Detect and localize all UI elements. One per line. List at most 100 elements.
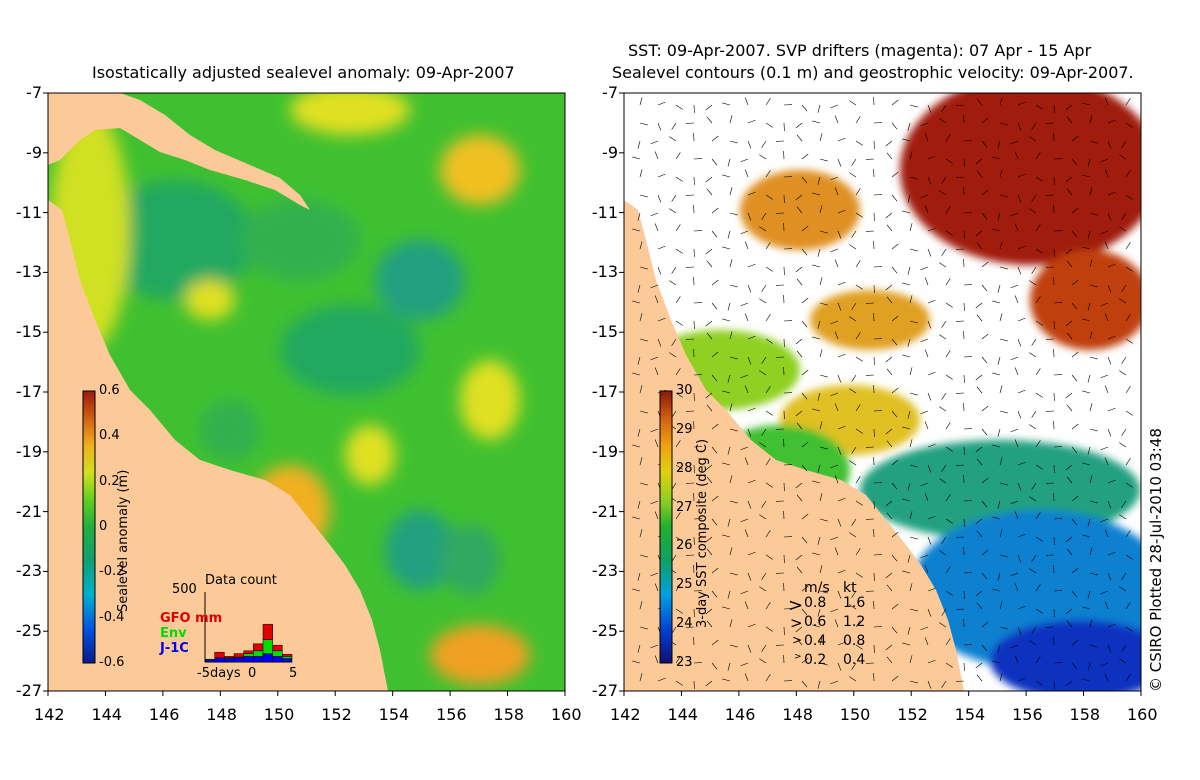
velocity-vector [849,604,857,610]
velocity-vector [1100,446,1109,451]
velocity-vector [1071,662,1078,670]
velocity-key-kt: 1.6 [843,595,866,611]
velocity-vector [1087,590,1091,599]
velocity-vector [1017,461,1026,466]
velocity-vector [727,446,731,455]
data-count-legend-gfo: GFO mm [160,611,223,626]
velocity-vector [851,302,857,310]
velocity-vector [1100,230,1109,235]
velocity-vector [639,338,648,342]
velocity-vector [747,356,752,365]
velocity-vector [1082,678,1091,682]
velocity-vector [765,194,773,200]
velocity-vector [909,608,918,612]
velocity-vector [999,626,1008,630]
velocity-vector [657,317,666,322]
velocity-vector [855,212,863,218]
velocity-vector [765,266,773,272]
velocity-vector [1087,374,1091,383]
velocity-vector [1014,151,1019,160]
velocity-vector [1107,140,1112,149]
velocity-vector [801,369,809,376]
velocity-vector [999,457,1003,466]
velocity-vector [1089,475,1093,484]
velocity-vector [1035,584,1041,592]
velocity-vector [1017,482,1022,491]
velocity-vector [999,673,1003,682]
velocity-vector [795,266,803,273]
velocity-vector [1107,356,1112,365]
velocity-vector [1071,639,1079,646]
velocity-vector [765,410,773,416]
velocity-vector [999,122,1008,126]
velocity-vector [855,404,861,412]
velocity-vector [849,676,857,682]
left-colorbar-label: Sealevel anomaly (m) [116,469,131,612]
velocity-vector [1017,194,1022,203]
velocity-vector [705,248,713,255]
velocity-vector [849,244,857,250]
velocity-vector [1065,392,1073,399]
velocity-vector [837,446,842,455]
velocity-vector [675,608,683,614]
velocity-vector [837,569,846,574]
velocity-vector [639,410,648,414]
velocity-vector [907,410,911,419]
velocity-vector [1035,224,1041,232]
velocity-vector [1014,583,1019,592]
velocity-vector [632,228,641,232]
velocity-vector [657,266,662,275]
velocity-vector [761,572,767,580]
velocity-vector [849,316,857,322]
velocity-vector [1031,194,1037,202]
velocity-vector [997,644,1001,653]
histogram-bar-gfo [253,643,264,652]
velocity-vector [1017,317,1026,322]
velocity-vector [1104,457,1109,466]
histogram-bar-j1c [204,659,215,663]
velocity-vector [999,338,1008,342]
velocity-vector [639,482,648,486]
velocity-vector [801,536,808,544]
velocity-vector [941,536,947,544]
velocity-vector [855,500,863,506]
velocity-vector [997,212,1001,221]
velocity-vector [729,475,733,484]
right-x-tick-label: 160 [1127,705,1158,724]
velocity-vector [909,680,918,684]
velocity-vector [920,338,929,343]
velocity-vector [639,97,643,106]
velocity-vector [1031,266,1037,274]
velocity-vector [819,590,828,594]
velocity-vector [1065,248,1073,255]
left-y-tick-label: -11 [15,202,42,222]
velocity-vector [759,298,767,304]
velocity-vector [885,572,893,579]
velocity-vector [727,374,731,383]
velocity-vector [830,608,839,613]
velocity-vector [945,662,953,668]
velocity-vector [812,624,821,628]
velocity-vector [1071,135,1079,142]
velocity-vector [909,439,913,448]
velocity-vector [747,191,756,196]
velocity-vector [632,516,641,520]
velocity-vector [675,248,683,254]
right-colorbar-tick: 23 [676,655,693,670]
velocity-vector [939,478,947,484]
velocity-vector [761,428,767,436]
velocity-vector [722,318,731,322]
velocity-vector [1035,104,1043,110]
velocity-vector [705,608,713,615]
velocity-vector [1107,335,1116,340]
velocity-vector [891,194,898,202]
velocity-vector [711,662,718,670]
velocity-vector [1125,242,1131,250]
velocity-vector [909,223,913,232]
velocity-vector [650,644,659,649]
velocity-vector [992,660,1001,664]
velocity-vector [1107,284,1112,293]
velocity-vector [1100,518,1109,523]
velocity-vector [976,458,983,466]
velocity-vector [924,133,929,142]
